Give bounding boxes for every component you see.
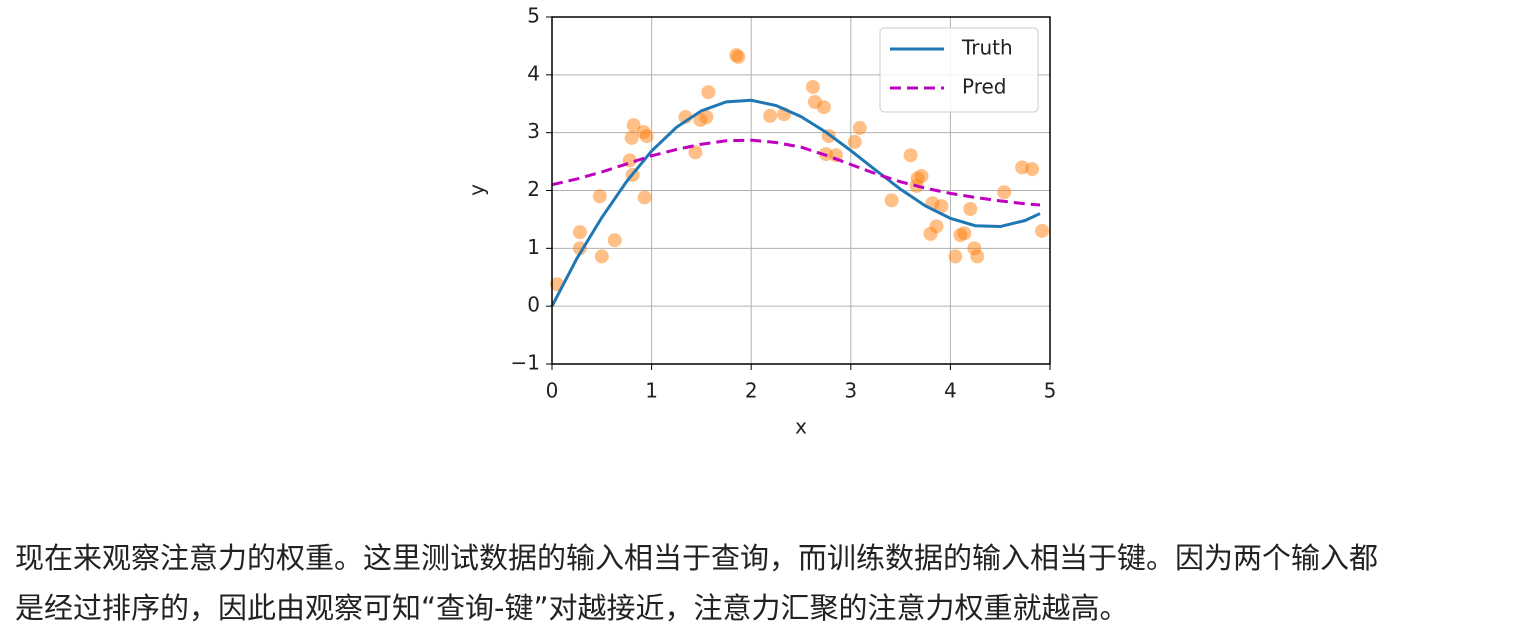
- scatter-point: [903, 148, 918, 163]
- scatter-point: [963, 202, 978, 217]
- scatter-point: [592, 189, 607, 204]
- x-tick-label: 0: [546, 379, 559, 403]
- scatter-point: [929, 219, 944, 234]
- scatter-point: [805, 79, 820, 94]
- y-tick-label: 2: [527, 177, 540, 201]
- scatter-point: [763, 108, 778, 123]
- x-tick-label: 4: [944, 379, 957, 403]
- y-tick-label: −1: [511, 351, 540, 375]
- scatter-point: [594, 249, 609, 264]
- x-tick-label: 3: [844, 379, 857, 403]
- paragraph-line: 是经过排序的，因此由观察可知“查询-键”对越接近，注意力汇聚的注意力权重就越高。: [15, 591, 1129, 625]
- plot-frame: [551, 16, 1051, 365]
- line-series: [551, 138, 1041, 207]
- x-tick-label: 2: [745, 379, 758, 403]
- scatter-point: [957, 226, 972, 241]
- scatter-point: [852, 121, 867, 136]
- scatter-point: [970, 249, 985, 264]
- scatter-point: [1025, 162, 1040, 177]
- scatter-point: [997, 185, 1012, 200]
- x-tick-label: 5: [1044, 379, 1057, 403]
- legend-label: Pred: [962, 75, 1007, 99]
- paragraph-line: 现在来观察注意力的权重。这里测试数据的输入相当于查询，而训练数据的输入相当于键。…: [15, 541, 1379, 575]
- x-axis-label: x: [795, 415, 807, 439]
- scatter-point: [607, 233, 622, 248]
- scatter-point: [624, 130, 639, 145]
- scatter-point: [699, 110, 714, 125]
- x-tick-label: 1: [645, 379, 658, 403]
- y-tick-label: 1: [527, 235, 540, 259]
- scatter-point: [1035, 223, 1050, 238]
- y-tick-label: 0: [527, 293, 540, 317]
- legend-label: Truth: [961, 36, 1013, 60]
- scatter-point: [816, 100, 831, 115]
- y-tick-label: 3: [527, 119, 540, 143]
- scatter-point: [914, 169, 929, 184]
- scatter-point: [572, 241, 587, 256]
- scatter-point: [572, 225, 587, 240]
- y-axis-label: y: [465, 184, 489, 196]
- line-series: [550, 98, 1041, 307]
- scatter-point: [639, 129, 654, 144]
- y-tick-label: 5: [527, 4, 540, 28]
- scatter-point: [934, 199, 949, 214]
- scatter-point: [847, 134, 862, 149]
- legend-box: [879, 27, 1039, 113]
- scatter-point: [637, 190, 652, 205]
- scatter-point: [688, 145, 703, 160]
- scatter-point: [626, 118, 641, 133]
- scatter-point: [884, 193, 899, 208]
- scatter-point: [731, 49, 746, 64]
- scatter-point: [948, 249, 963, 264]
- scatter-point: [701, 85, 716, 100]
- y-tick-label: 4: [527, 61, 540, 85]
